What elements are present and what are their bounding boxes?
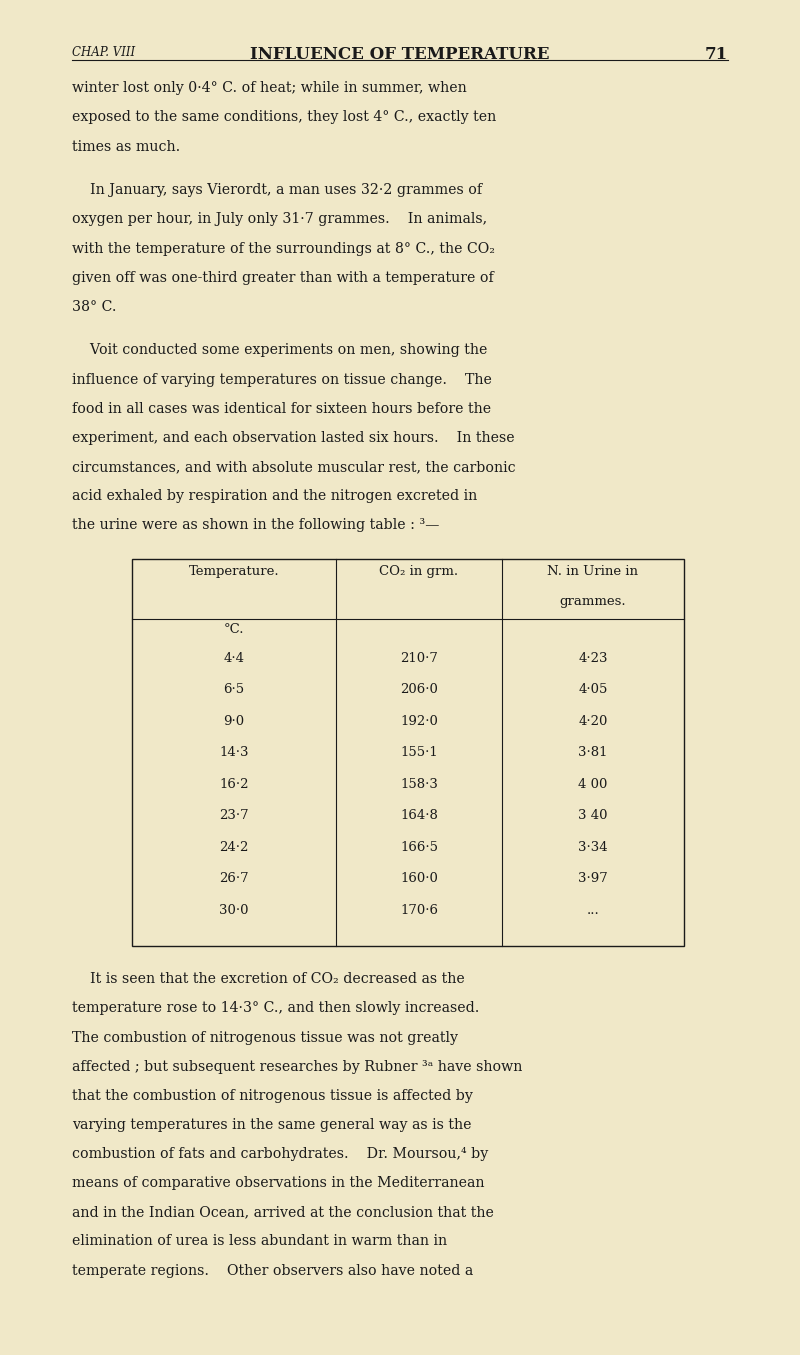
Text: 164·8: 164·8 [400,809,438,822]
Text: N. in Urine in: N. in Urine in [547,565,638,577]
Text: given off was one-third greater than with a temperature of: given off was one-third greater than wit… [72,271,494,285]
Text: 4·4: 4·4 [224,652,245,665]
Text: 3·34: 3·34 [578,840,608,854]
Text: combustion of fats and carbohydrates.    Dr. Moursou,⁴ by: combustion of fats and carbohydrates. Dr… [72,1148,488,1161]
Text: In January, says Vierordt, a man uses 32·2 grammes of: In January, says Vierordt, a man uses 32… [72,183,482,198]
Text: with the temperature of the surroundings at 8° C., the CO₂: with the temperature of the surroundings… [72,241,495,256]
Text: food in all cases was identical for sixteen hours before the: food in all cases was identical for sixt… [72,401,491,416]
Text: CHAP. VIII: CHAP. VIII [72,46,135,60]
Text: The combustion of nitrogenous tissue was not greatly: The combustion of nitrogenous tissue was… [72,1031,458,1045]
Text: circumstances, and with absolute muscular rest, the carbonic: circumstances, and with absolute muscula… [72,459,516,474]
Text: 3·97: 3·97 [578,873,608,885]
Text: ...: ... [586,904,599,916]
Text: 210·7: 210·7 [400,652,438,665]
Text: CO₂ in grm.: CO₂ in grm. [379,565,458,577]
Text: 4·20: 4·20 [578,715,608,728]
Text: 166·5: 166·5 [400,840,438,854]
Text: 155·1: 155·1 [400,747,438,759]
Text: 30·0: 30·0 [219,904,249,916]
Text: 158·3: 158·3 [400,778,438,791]
Text: INFLUENCE OF TEMPERATURE: INFLUENCE OF TEMPERATURE [250,46,550,64]
Text: 16·2: 16·2 [219,778,249,791]
Text: Voit conducted some experiments on men, showing the: Voit conducted some experiments on men, … [72,343,487,358]
Text: 6·5: 6·5 [223,683,245,696]
Text: 26·7: 26·7 [219,873,249,885]
Text: 4·23: 4·23 [578,652,608,665]
Text: 160·0: 160·0 [400,873,438,885]
Text: 9·0: 9·0 [223,715,245,728]
Text: oxygen per hour, in July only 31·7 grammes.    In animals,: oxygen per hour, in July only 31·7 gramm… [72,213,487,226]
Text: Temperature.: Temperature. [189,565,279,577]
Text: and in the Indian Ocean, arrived at the conclusion that the: and in the Indian Ocean, arrived at the … [72,1206,494,1220]
Bar [132,560,684,946]
Text: winter lost only 0·4° C. of heat; while in summer, when: winter lost only 0·4° C. of heat; while … [72,81,466,95]
Text: times as much.: times as much. [72,140,180,153]
Text: 71: 71 [705,46,728,64]
Text: 3·81: 3·81 [578,747,608,759]
Text: affected ; but subsequent researches by Rubner ³ᵃ have shown: affected ; but subsequent researches by … [72,1060,522,1073]
Text: 38° C.: 38° C. [72,299,117,314]
Text: 14·3: 14·3 [219,747,249,759]
Text: 23·7: 23·7 [219,809,249,822]
Text: temperature rose to 14·3° C., and then slowly increased.: temperature rose to 14·3° C., and then s… [72,1001,479,1015]
Text: 192·0: 192·0 [400,715,438,728]
Text: varying temperatures in the same general way as is the: varying temperatures in the same general… [72,1118,471,1131]
Text: influence of varying temperatures on tissue change.    The: influence of varying temperatures on tis… [72,373,492,386]
Text: 170·6: 170·6 [400,904,438,916]
Text: means of comparative observations in the Mediterranean: means of comparative observations in the… [72,1176,485,1190]
Text: 4 00: 4 00 [578,778,608,791]
Text: acid exhaled by respiration and the nitrogen excreted in: acid exhaled by respiration and the nitr… [72,489,478,503]
Text: elimination of urea is less abundant in warm than in: elimination of urea is less abundant in … [72,1234,447,1248]
Text: It is seen that the excretion of CO₂ decreased as the: It is seen that the excretion of CO₂ dec… [72,973,465,986]
Text: grammes.: grammes. [560,595,626,607]
Text: 3 40: 3 40 [578,809,608,822]
Text: that the combustion of nitrogenous tissue is affected by: that the combustion of nitrogenous tissu… [72,1089,473,1103]
Text: exposed to the same conditions, they lost 4° C., exactly ten: exposed to the same conditions, they los… [72,111,496,125]
Text: °C.: °C. [224,623,244,635]
Text: the urine were as shown in the following table : ³—: the urine were as shown in the following… [72,518,439,533]
Text: temperate regions.    Other observers also have noted a: temperate regions. Other observers also … [72,1264,474,1278]
Text: experiment, and each observation lasted six hours.    In these: experiment, and each observation lasted … [72,431,514,444]
Text: 4·05: 4·05 [578,683,608,696]
Text: 24·2: 24·2 [219,840,249,854]
Text: 206·0: 206·0 [400,683,438,696]
